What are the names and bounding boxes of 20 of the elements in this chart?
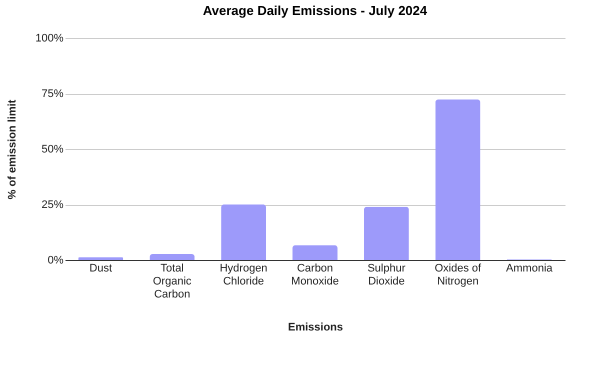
y-axis-title: % of emission limit bbox=[6, 99, 18, 200]
x-axis-title: Emissions bbox=[288, 322, 344, 334]
x-tick-label: Sulphur Dioxide bbox=[367, 262, 406, 288]
x-tick-label: Hydrogen Chloride bbox=[220, 262, 268, 288]
y-tick-label: 75% bbox=[41, 88, 64, 100]
y-tick-label: 25% bbox=[41, 199, 64, 211]
y-tick-label: 50% bbox=[41, 144, 64, 156]
x-tick-label: Ammonia bbox=[506, 262, 554, 274]
y-tick-label: 100% bbox=[35, 32, 64, 44]
bar bbox=[364, 206, 409, 260]
bar bbox=[150, 254, 195, 260]
x-tick-label: Dust bbox=[89, 262, 112, 274]
bar bbox=[221, 204, 266, 260]
bar bbox=[435, 99, 480, 260]
x-tick-label: Oxides of Nitrogen bbox=[434, 262, 482, 288]
bar bbox=[292, 245, 338, 260]
y-tick-label: 0% bbox=[48, 254, 64, 266]
x-tick-label: Total Organic Carbon bbox=[152, 262, 192, 300]
chart-title: Average Daily Emissions - July 2024 bbox=[202, 3, 428, 18]
x-tick-label: Carbon Monoxide bbox=[291, 262, 339, 288]
